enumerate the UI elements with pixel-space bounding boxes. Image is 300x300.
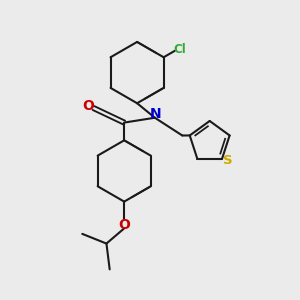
Text: S: S — [223, 154, 232, 167]
Text: Cl: Cl — [173, 43, 186, 56]
Text: O: O — [118, 218, 130, 232]
Text: N: N — [150, 107, 162, 121]
Text: O: O — [82, 100, 94, 113]
